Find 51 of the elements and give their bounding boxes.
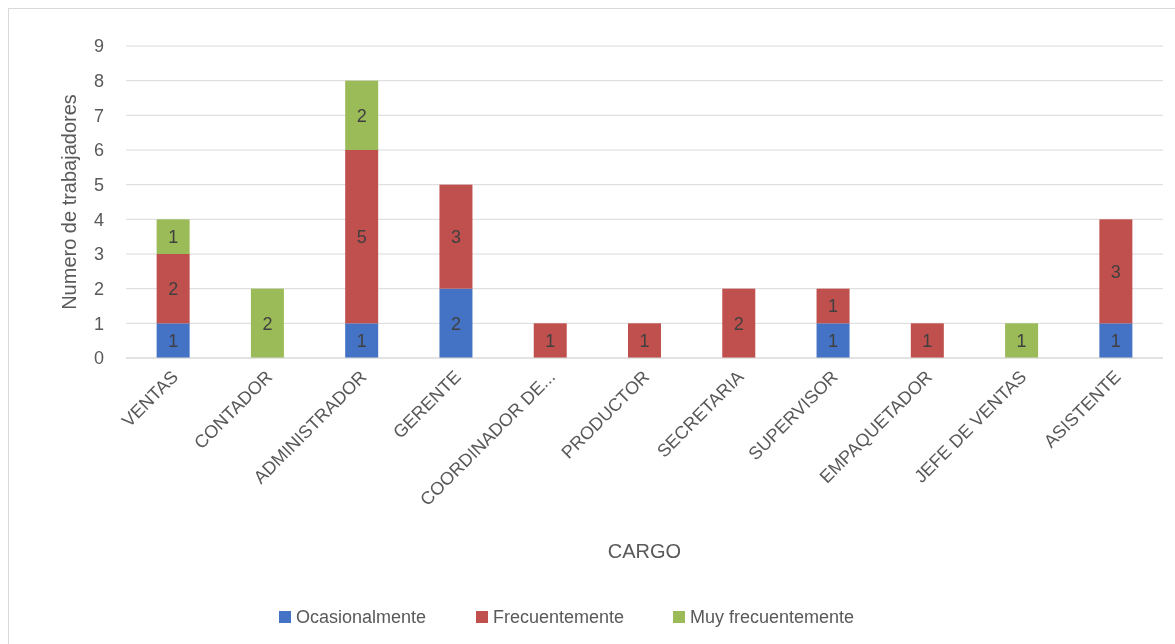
- data-label: 2: [450, 313, 461, 334]
- data-label: 1: [168, 330, 179, 351]
- y-tick-label: 2: [93, 278, 104, 299]
- bar: [816, 288, 850, 324]
- legend-label: Frecuentemente: [493, 607, 625, 628]
- bar: [439, 184, 473, 289]
- data-label: 1: [168, 226, 179, 247]
- data-label: 1: [828, 296, 839, 317]
- bar: [816, 323, 850, 358]
- bar: [156, 323, 190, 358]
- data-label: 1: [828, 330, 839, 351]
- y-tick-label: 6: [93, 140, 104, 161]
- legend-label: Ocasionalmente: [296, 607, 427, 628]
- data-label: 2: [356, 105, 367, 126]
- bar: [722, 288, 756, 358]
- data-label: 1: [639, 330, 650, 351]
- legend-label: Muy frecuentemente: [690, 607, 855, 628]
- y-tick-label: 8: [93, 70, 104, 91]
- data-label: 1: [1016, 330, 1027, 351]
- y-tick-label: 9: [93, 36, 104, 57]
- bar: [1005, 323, 1039, 358]
- bar: [156, 254, 190, 324]
- y-tick-label: 7: [93, 105, 104, 126]
- y-tick-label: 1: [93, 313, 104, 334]
- bar: [1099, 219, 1133, 324]
- bar: [439, 288, 473, 358]
- y-tick-label: 4: [93, 209, 104, 230]
- y-tick-label: 0: [93, 348, 104, 369]
- data-label: 1: [1110, 330, 1121, 351]
- x-axis-title: CARGO: [607, 540, 682, 562]
- y-tick-label: 5: [93, 174, 104, 195]
- data-label: 1: [922, 330, 933, 351]
- data-label: 2: [168, 278, 179, 299]
- y-tick-label: 3: [93, 244, 104, 265]
- data-label: 5: [356, 226, 367, 247]
- data-label: 3: [450, 226, 461, 247]
- bar: [628, 323, 661, 358]
- bar: [156, 219, 190, 254]
- y-axis-title: Numero de trabajadores: [58, 94, 80, 310]
- bar: [345, 150, 379, 324]
- data-label: 2: [733, 313, 744, 334]
- data-label: 2: [262, 313, 273, 334]
- data-label: 1: [356, 330, 367, 351]
- bar: [910, 323, 944, 358]
- data-label: 3: [1110, 261, 1121, 282]
- bar: [533, 323, 567, 358]
- bar: [345, 323, 379, 358]
- bar: [1099, 323, 1133, 358]
- bar: [345, 80, 379, 150]
- bar: [250, 288, 284, 358]
- data-label: 1: [545, 330, 556, 351]
